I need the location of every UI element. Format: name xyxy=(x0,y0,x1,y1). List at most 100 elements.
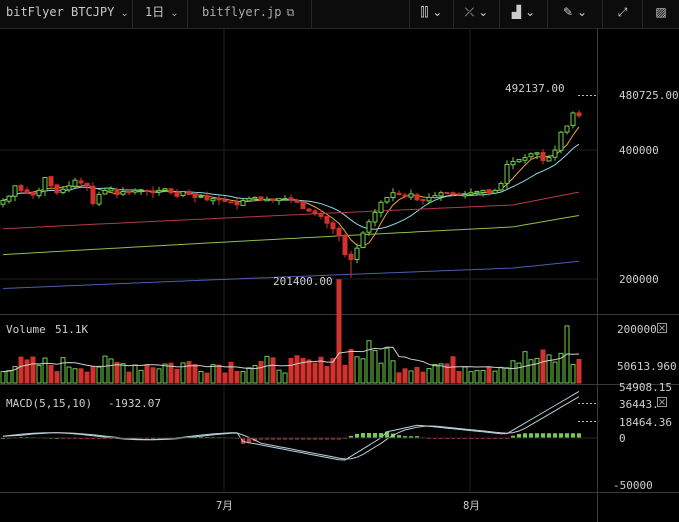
compare-icon: ⤫ xyxy=(464,5,475,19)
symbol-selector[interactable]: bitFlyer BTCJPY ⌄ xyxy=(0,0,133,28)
candle-body xyxy=(414,194,420,201)
macd-value: -1932.07 xyxy=(108,397,161,410)
symbol-label: bitFlyer BTCJPY xyxy=(6,5,115,19)
volume-bar xyxy=(480,370,486,384)
macd-title: MACD(5,15,10) xyxy=(6,397,92,410)
volume-bar xyxy=(300,357,306,384)
draw-button[interactable]: ✎ ⌄ xyxy=(547,0,602,28)
volume-bar xyxy=(468,371,474,384)
macd-hist-bar xyxy=(325,438,329,440)
volume-bar xyxy=(24,359,30,384)
chevron-down-icon: ⌄ xyxy=(432,5,443,19)
volume-bar xyxy=(312,362,318,384)
candle-body xyxy=(144,189,150,193)
site-link[interactable]: bitflyer.jp ⧉ xyxy=(188,0,312,28)
macd-hist-bar xyxy=(529,433,533,438)
chart-canvas[interactable]: 492137.00 201400.00 480725.00 400000 200… xyxy=(0,28,679,522)
volume-bar xyxy=(150,367,156,384)
candle-body xyxy=(24,189,30,194)
ma-long-3-line xyxy=(2,260,580,289)
macd-hist-bar xyxy=(379,433,383,438)
candle-body xyxy=(402,194,408,197)
candle-body xyxy=(294,199,300,203)
volume-bar xyxy=(252,365,258,384)
macd-hist-bar xyxy=(361,433,365,438)
candle-body xyxy=(96,193,102,205)
volume-bar xyxy=(276,369,282,384)
candle-body xyxy=(54,184,60,194)
candle-body xyxy=(564,125,570,133)
macd-hist-bar xyxy=(415,436,419,438)
candle-body xyxy=(312,210,318,215)
volume-bar xyxy=(444,363,450,384)
low-price-label: 201400.00 xyxy=(273,275,333,288)
macd-hist-bar xyxy=(349,435,353,438)
candle-body xyxy=(204,195,210,201)
volume-bar xyxy=(552,361,558,384)
macd-hist-bar xyxy=(271,438,275,440)
chevron-down-icon: ⌄ xyxy=(170,8,179,19)
volume-bar xyxy=(258,360,264,384)
volume-bar xyxy=(432,363,438,384)
volume-bar xyxy=(558,352,564,384)
volume-bar xyxy=(438,363,444,384)
macd-hist-bar xyxy=(409,436,413,438)
candle-body xyxy=(360,232,366,249)
fullscreen-button[interactable]: ⤢ xyxy=(602,0,642,28)
candle-body xyxy=(84,182,90,187)
candle-body xyxy=(114,188,120,195)
macd-tick-0: 0 xyxy=(619,432,626,445)
snapshot-button[interactable]: ▨ xyxy=(642,0,679,28)
interval-selector[interactable]: 1日 ⌄ xyxy=(133,0,188,28)
volume-bar xyxy=(546,354,552,384)
macd-hist-bar xyxy=(319,438,323,440)
macd-hist-bar xyxy=(571,433,575,438)
volume-ma xyxy=(2,346,580,373)
macd-tick-neg: -50000 xyxy=(613,479,653,492)
candle-body xyxy=(72,179,78,187)
candle-body xyxy=(570,112,576,126)
volume-bar xyxy=(366,340,372,384)
volume-bar xyxy=(240,371,246,384)
volume-bar xyxy=(414,366,420,384)
chevron-down-icon: ⌄ xyxy=(577,5,588,19)
candle-body xyxy=(300,201,306,210)
macd-hist-bar xyxy=(397,435,401,438)
volume-bar xyxy=(360,358,366,384)
volume-bar xyxy=(390,360,396,384)
candle-body xyxy=(486,189,492,194)
volume-bar xyxy=(282,372,288,384)
candle-body xyxy=(558,131,564,151)
volume-bar xyxy=(288,357,294,384)
indicators-button[interactable]: ▟ ⌄ xyxy=(499,0,547,28)
volume-bar xyxy=(12,366,18,384)
candle-body xyxy=(540,152,546,162)
candle-body xyxy=(528,153,534,158)
grid xyxy=(0,28,597,492)
candle-body xyxy=(450,192,456,195)
macd-hist-bar xyxy=(535,433,539,438)
volume-bar xyxy=(474,370,480,384)
macd-hist-bar xyxy=(547,433,551,438)
macd-hist-bar xyxy=(511,435,515,438)
volume-bar xyxy=(522,351,528,384)
volume-bar xyxy=(306,359,312,384)
macd-hist-bar xyxy=(289,438,293,440)
macd-line xyxy=(2,390,580,461)
last-price-label: 480725.00 xyxy=(619,89,679,102)
macd-hist-bar xyxy=(565,433,569,438)
macd-hist-bar xyxy=(559,433,563,438)
candle-body xyxy=(576,112,582,117)
macd-tick-top: 54908.15 xyxy=(619,381,672,394)
candle-body xyxy=(282,198,288,201)
compare-button[interactable]: ⤫ ⌄ xyxy=(453,0,499,28)
volume-bar xyxy=(186,361,192,384)
macd-close-icon[interactable] xyxy=(657,397,667,407)
candle-body xyxy=(264,198,270,202)
volume-bar xyxy=(450,356,456,384)
signal-line xyxy=(2,396,580,460)
candles-button[interactable]: ⫿⫿ ⌄ xyxy=(409,0,453,28)
volume-close-icon[interactable] xyxy=(657,323,667,333)
volume-bar xyxy=(30,356,36,384)
candle-body xyxy=(384,196,390,203)
